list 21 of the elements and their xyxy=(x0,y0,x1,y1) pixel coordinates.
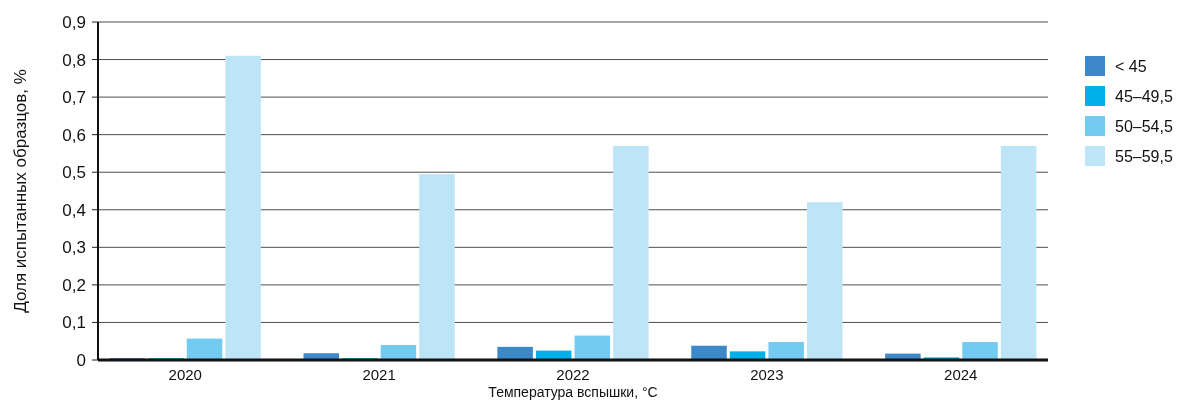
legend-label: 55–59,5 xyxy=(1115,147,1173,165)
legend-label: 50–54,5 xyxy=(1115,117,1173,135)
y-tick-label: 0,9 xyxy=(62,12,86,32)
legend-label: < 45 xyxy=(1115,57,1147,75)
x-tick-label: 2021 xyxy=(362,366,396,383)
legend-label: 45–49,5 xyxy=(1115,87,1173,105)
y-tick-label: 0,2 xyxy=(62,275,86,295)
x-tick-label: 2020 xyxy=(168,366,202,383)
y-tick-label: 0,7 xyxy=(62,88,86,108)
x-tick-label: 2023 xyxy=(750,366,784,383)
x-tick-label: 2022 xyxy=(556,366,590,383)
y-tick-label: 0 xyxy=(76,350,86,370)
y-tick-label: 0,1 xyxy=(62,313,86,333)
y-tick-label: 0,4 xyxy=(62,200,86,220)
y-axis-title: Доля испытанных образцов, % xyxy=(11,69,30,313)
y-tick-label: 0,5 xyxy=(62,163,86,183)
x-tick-label: 2024 xyxy=(944,366,978,383)
y-tick-label: 0,8 xyxy=(62,50,86,70)
x-axis-title: Температура вспышки, °C xyxy=(488,384,658,400)
y-tick-label: 0,6 xyxy=(62,125,86,145)
y-tick-label: 0,3 xyxy=(62,238,86,258)
